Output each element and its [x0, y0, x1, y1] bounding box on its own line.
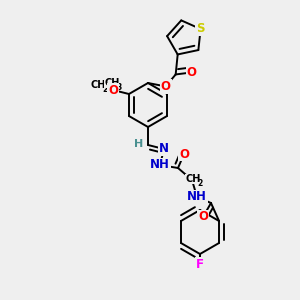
Text: O: O [198, 211, 208, 224]
Text: 3: 3 [116, 82, 122, 91]
Text: 2: 2 [197, 179, 202, 188]
Text: N: N [159, 142, 169, 155]
Text: NH: NH [150, 158, 170, 172]
Text: O: O [179, 148, 189, 160]
Text: O: O [187, 66, 197, 79]
Text: NH: NH [187, 190, 207, 203]
Text: CH: CH [185, 174, 201, 184]
Text: S: S [196, 22, 205, 35]
Text: O: O [161, 80, 171, 93]
Text: O: O [108, 83, 118, 97]
Text: 2: 2 [102, 85, 108, 94]
Text: CH: CH [90, 80, 106, 90]
Text: H: H [134, 139, 144, 149]
Text: F: F [196, 257, 204, 271]
Text: CH: CH [104, 78, 120, 88]
